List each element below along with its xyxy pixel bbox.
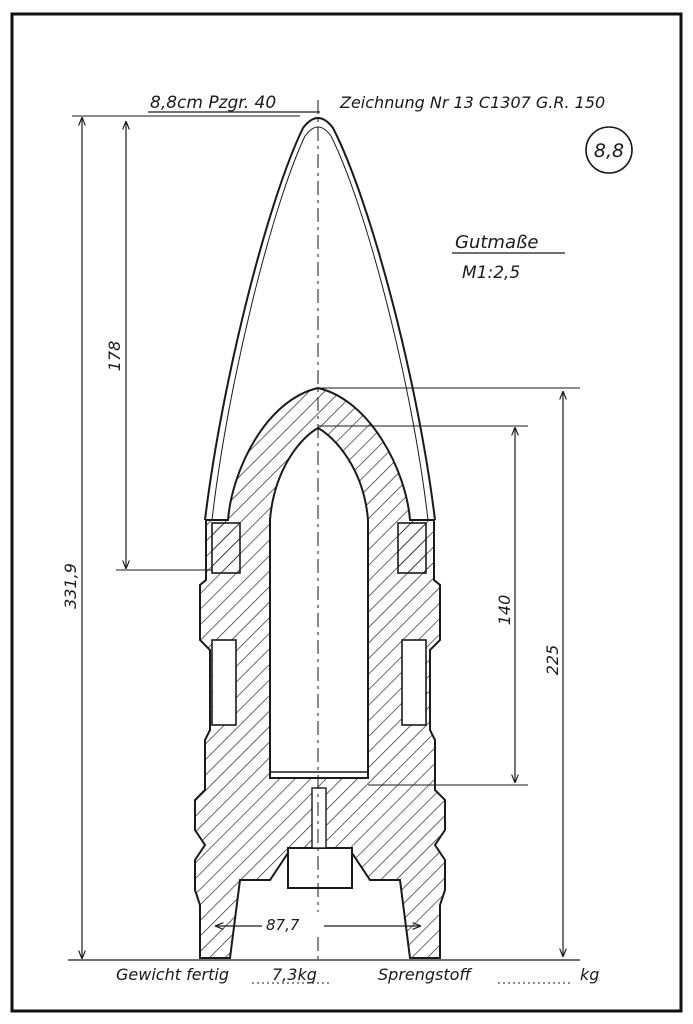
left-recess: [211, 639, 237, 726]
svg-text:331,9: 331,9: [61, 563, 80, 609]
svg-text:225: 225: [543, 645, 562, 676]
weight-value: 7,3kg: [272, 965, 317, 984]
page-frame: [10, 12, 683, 1013]
dimension-overall-length: 331,9: [61, 118, 82, 958]
svg-text:8,8: 8,8: [594, 140, 624, 162]
header-projectile-name: 8,8cm Pzgr. 40: [150, 93, 276, 113]
explosive-unit: kg: [580, 965, 599, 984]
base-fuze-cavity: [287, 847, 353, 889]
svg-text:87,7: 87,7: [266, 916, 300, 934]
weight-label: Gewicht fertig: [116, 965, 229, 984]
header-drawing-number: Zeichnung Nr 13 C1307 G.R. 150: [339, 93, 605, 112]
dimension-cavity-length: 140: [495, 428, 515, 782]
caliber-badge: 8,8: [585, 126, 633, 174]
right-cap-joint: [397, 522, 427, 574]
dimension-base-diameter: 87,7: [216, 912, 420, 934]
explosive-cavity: [269, 426, 369, 779]
left-cap-joint: [211, 522, 241, 574]
svg-text:140: 140: [495, 595, 514, 626]
ballistic-cap-outline: [204, 117, 436, 521]
drawing-scale: M1:2,5: [462, 263, 520, 283]
explosive-label: Sprengstoff: [378, 965, 473, 984]
svg-text:178: 178: [105, 341, 124, 372]
dimension-cap-length: 178: [105, 122, 126, 568]
drawing-title: Gutmaße: [455, 232, 538, 253]
dimension-body-length: 225: [543, 392, 563, 956]
fuze-channel: [311, 787, 327, 849]
right-recess: [401, 639, 427, 726]
